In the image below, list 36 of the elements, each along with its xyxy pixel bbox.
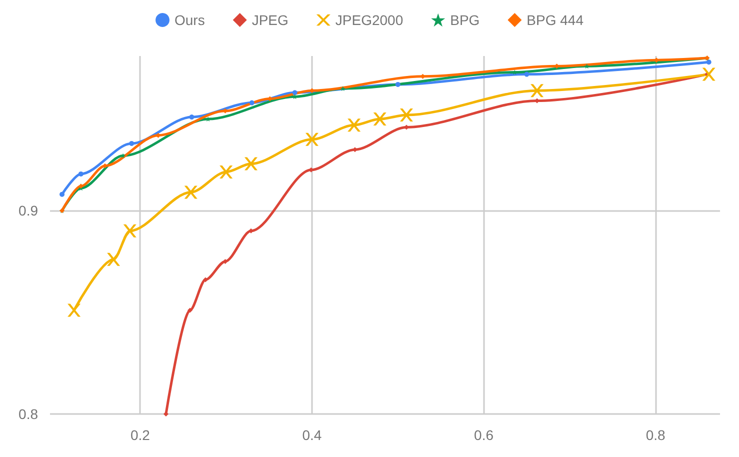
point bbox=[584, 64, 590, 69]
point bbox=[222, 258, 228, 264]
point bbox=[60, 192, 65, 197]
x-tick-label: 0.4 bbox=[302, 427, 322, 443]
point bbox=[202, 277, 208, 282]
point bbox=[244, 157, 258, 170]
point bbox=[78, 171, 84, 176]
point bbox=[395, 82, 400, 87]
point bbox=[107, 252, 120, 266]
point bbox=[348, 118, 361, 132]
point bbox=[184, 186, 198, 199]
point bbox=[188, 308, 193, 313]
point bbox=[400, 108, 413, 122]
point bbox=[524, 72, 530, 77]
point bbox=[305, 132, 318, 146]
point bbox=[292, 90, 298, 96]
legend-label: BPG 444 bbox=[526, 12, 584, 28]
point bbox=[220, 165, 233, 178]
point bbox=[340, 86, 346, 92]
point bbox=[706, 60, 712, 65]
point bbox=[373, 112, 386, 126]
legend-label: JPEG2000 bbox=[335, 12, 404, 28]
point bbox=[129, 140, 134, 146]
point bbox=[68, 304, 81, 317]
legend-label: JPEG bbox=[252, 12, 288, 28]
x-tick-label: 0.6 bbox=[474, 427, 494, 443]
point bbox=[189, 114, 194, 120]
y-tick-label: 0.9 bbox=[18, 202, 38, 219]
legend-label: BPG bbox=[450, 12, 480, 28]
x-tick-label: 0.2 bbox=[130, 427, 150, 443]
x-tick-label: 0.8 bbox=[646, 427, 666, 443]
point bbox=[249, 100, 254, 106]
legend-label: Ours bbox=[174, 12, 205, 28]
point bbox=[702, 68, 716, 81]
point bbox=[530, 84, 544, 98]
point bbox=[123, 224, 136, 238]
